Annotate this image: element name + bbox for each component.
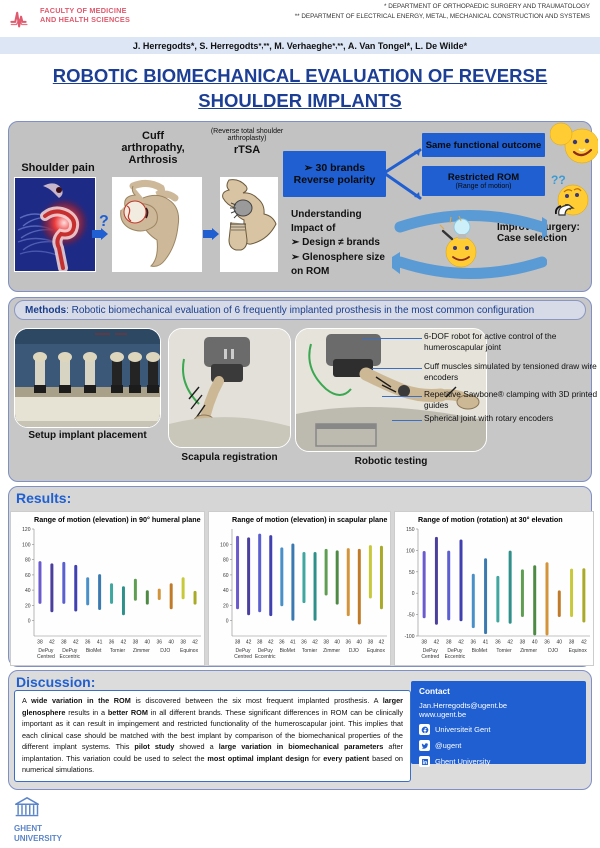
svg-text:Centred: Centred [421, 654, 439, 660]
svg-text:36: 36 [345, 640, 351, 646]
svg-text:42: 42 [379, 640, 385, 646]
svg-text:BioMet: BioMet [86, 648, 102, 654]
svg-text:-50: -50 [407, 613, 414, 619]
svg-text:36: 36 [109, 640, 115, 646]
svg-text:0: 0 [28, 619, 31, 625]
svg-text:42: 42 [507, 640, 513, 646]
svg-text:38: 38 [368, 640, 374, 646]
svg-text:50: 50 [409, 570, 415, 576]
svg-text:Eccentric: Eccentric [60, 654, 81, 660]
svg-text:60: 60 [25, 573, 31, 579]
svg-text:38: 38 [37, 640, 43, 646]
svg-text:Centred: Centred [37, 654, 55, 660]
svg-text:20: 20 [223, 603, 229, 609]
svg-text:38: 38 [569, 640, 575, 646]
svg-text:42: 42 [192, 640, 198, 646]
svg-text:Tornier: Tornier [496, 648, 512, 654]
svg-text:Range of motion (elevation) in: Range of motion (elevation) in 90° humer… [34, 515, 201, 524]
svg-text:42: 42 [268, 640, 274, 646]
svg-text:Range of motion (rotation) at: Range of motion (rotation) at 30° elevat… [418, 515, 563, 524]
svg-text:38: 38 [520, 640, 526, 646]
svg-text:Zimmer: Zimmer [323, 648, 340, 654]
svg-text:??: ?? [551, 173, 566, 187]
svg-text:36: 36 [156, 640, 162, 646]
svg-text:42: 42 [434, 640, 440, 646]
svg-text:40: 40 [25, 588, 31, 594]
svg-text:38: 38 [133, 640, 139, 646]
svg-text:DJO: DJO [349, 648, 359, 654]
svg-text:20: 20 [25, 603, 31, 609]
svg-text:38: 38 [323, 640, 329, 646]
svg-text:42: 42 [121, 640, 127, 646]
svg-text:36: 36 [279, 640, 285, 646]
svg-text:40: 40 [557, 640, 563, 646]
svg-text:40: 40 [145, 640, 151, 646]
svg-text:Equinox: Equinox [180, 648, 199, 654]
svg-text:Eccentric: Eccentric [255, 654, 276, 660]
svg-text:100: 100 [22, 542, 31, 548]
svg-text:38: 38 [235, 640, 241, 646]
svg-text:Zimmer: Zimmer [520, 648, 537, 654]
svg-text:38: 38 [446, 640, 452, 646]
svg-text:40: 40 [168, 640, 174, 646]
svg-text:36: 36 [85, 640, 91, 646]
svg-text:40: 40 [357, 640, 363, 646]
svg-text:38: 38 [421, 640, 427, 646]
svg-text:80: 80 [25, 558, 31, 564]
svg-text:Equinox: Equinox [367, 648, 386, 654]
svg-text:36: 36 [471, 640, 477, 646]
svg-text:42: 42 [49, 640, 55, 646]
svg-text:38: 38 [180, 640, 186, 646]
svg-text:60: 60 [223, 573, 229, 579]
svg-text:80: 80 [223, 558, 229, 564]
svg-text:Equinox: Equinox [569, 648, 588, 654]
svg-text:38: 38 [61, 640, 67, 646]
svg-text:100: 100 [220, 542, 229, 548]
svg-text:41: 41 [483, 640, 489, 646]
svg-text:150: 150 [406, 527, 415, 533]
svg-text:42: 42 [581, 640, 587, 646]
svg-text:41: 41 [290, 640, 296, 646]
svg-text:40: 40 [532, 640, 538, 646]
svg-text:Tornier: Tornier [302, 648, 318, 654]
svg-text:42: 42 [73, 640, 79, 646]
svg-text:DJO: DJO [160, 648, 170, 654]
svg-text:41: 41 [97, 640, 103, 646]
svg-text:BioMet: BioMet [280, 648, 296, 654]
svg-text:Eccentric: Eccentric [445, 654, 466, 660]
svg-text:BioMet: BioMet [472, 648, 488, 654]
svg-text:36: 36 [495, 640, 501, 646]
svg-text:-100: -100 [404, 634, 414, 640]
svg-text:Centred: Centred [234, 654, 252, 660]
svg-text:40: 40 [223, 588, 229, 594]
svg-text:Tornier: Tornier [110, 648, 126, 654]
svg-text:DJO: DJO [548, 648, 558, 654]
svg-text:120: 120 [22, 527, 31, 533]
svg-text:Zimmer: Zimmer [133, 648, 150, 654]
svg-text:40: 40 [334, 640, 340, 646]
svg-text:38: 38 [257, 640, 263, 646]
svg-text:36: 36 [301, 640, 307, 646]
svg-text:36: 36 [544, 640, 550, 646]
svg-text:100: 100 [406, 548, 415, 554]
svg-text:0: 0 [226, 619, 229, 625]
svg-text:42: 42 [458, 640, 464, 646]
svg-text:Range of motion (elevation) in: Range of motion (elevation) in scapular … [232, 515, 387, 524]
svg-text:42: 42 [246, 640, 252, 646]
svg-text:42: 42 [312, 640, 318, 646]
svg-text:0: 0 [412, 591, 415, 597]
